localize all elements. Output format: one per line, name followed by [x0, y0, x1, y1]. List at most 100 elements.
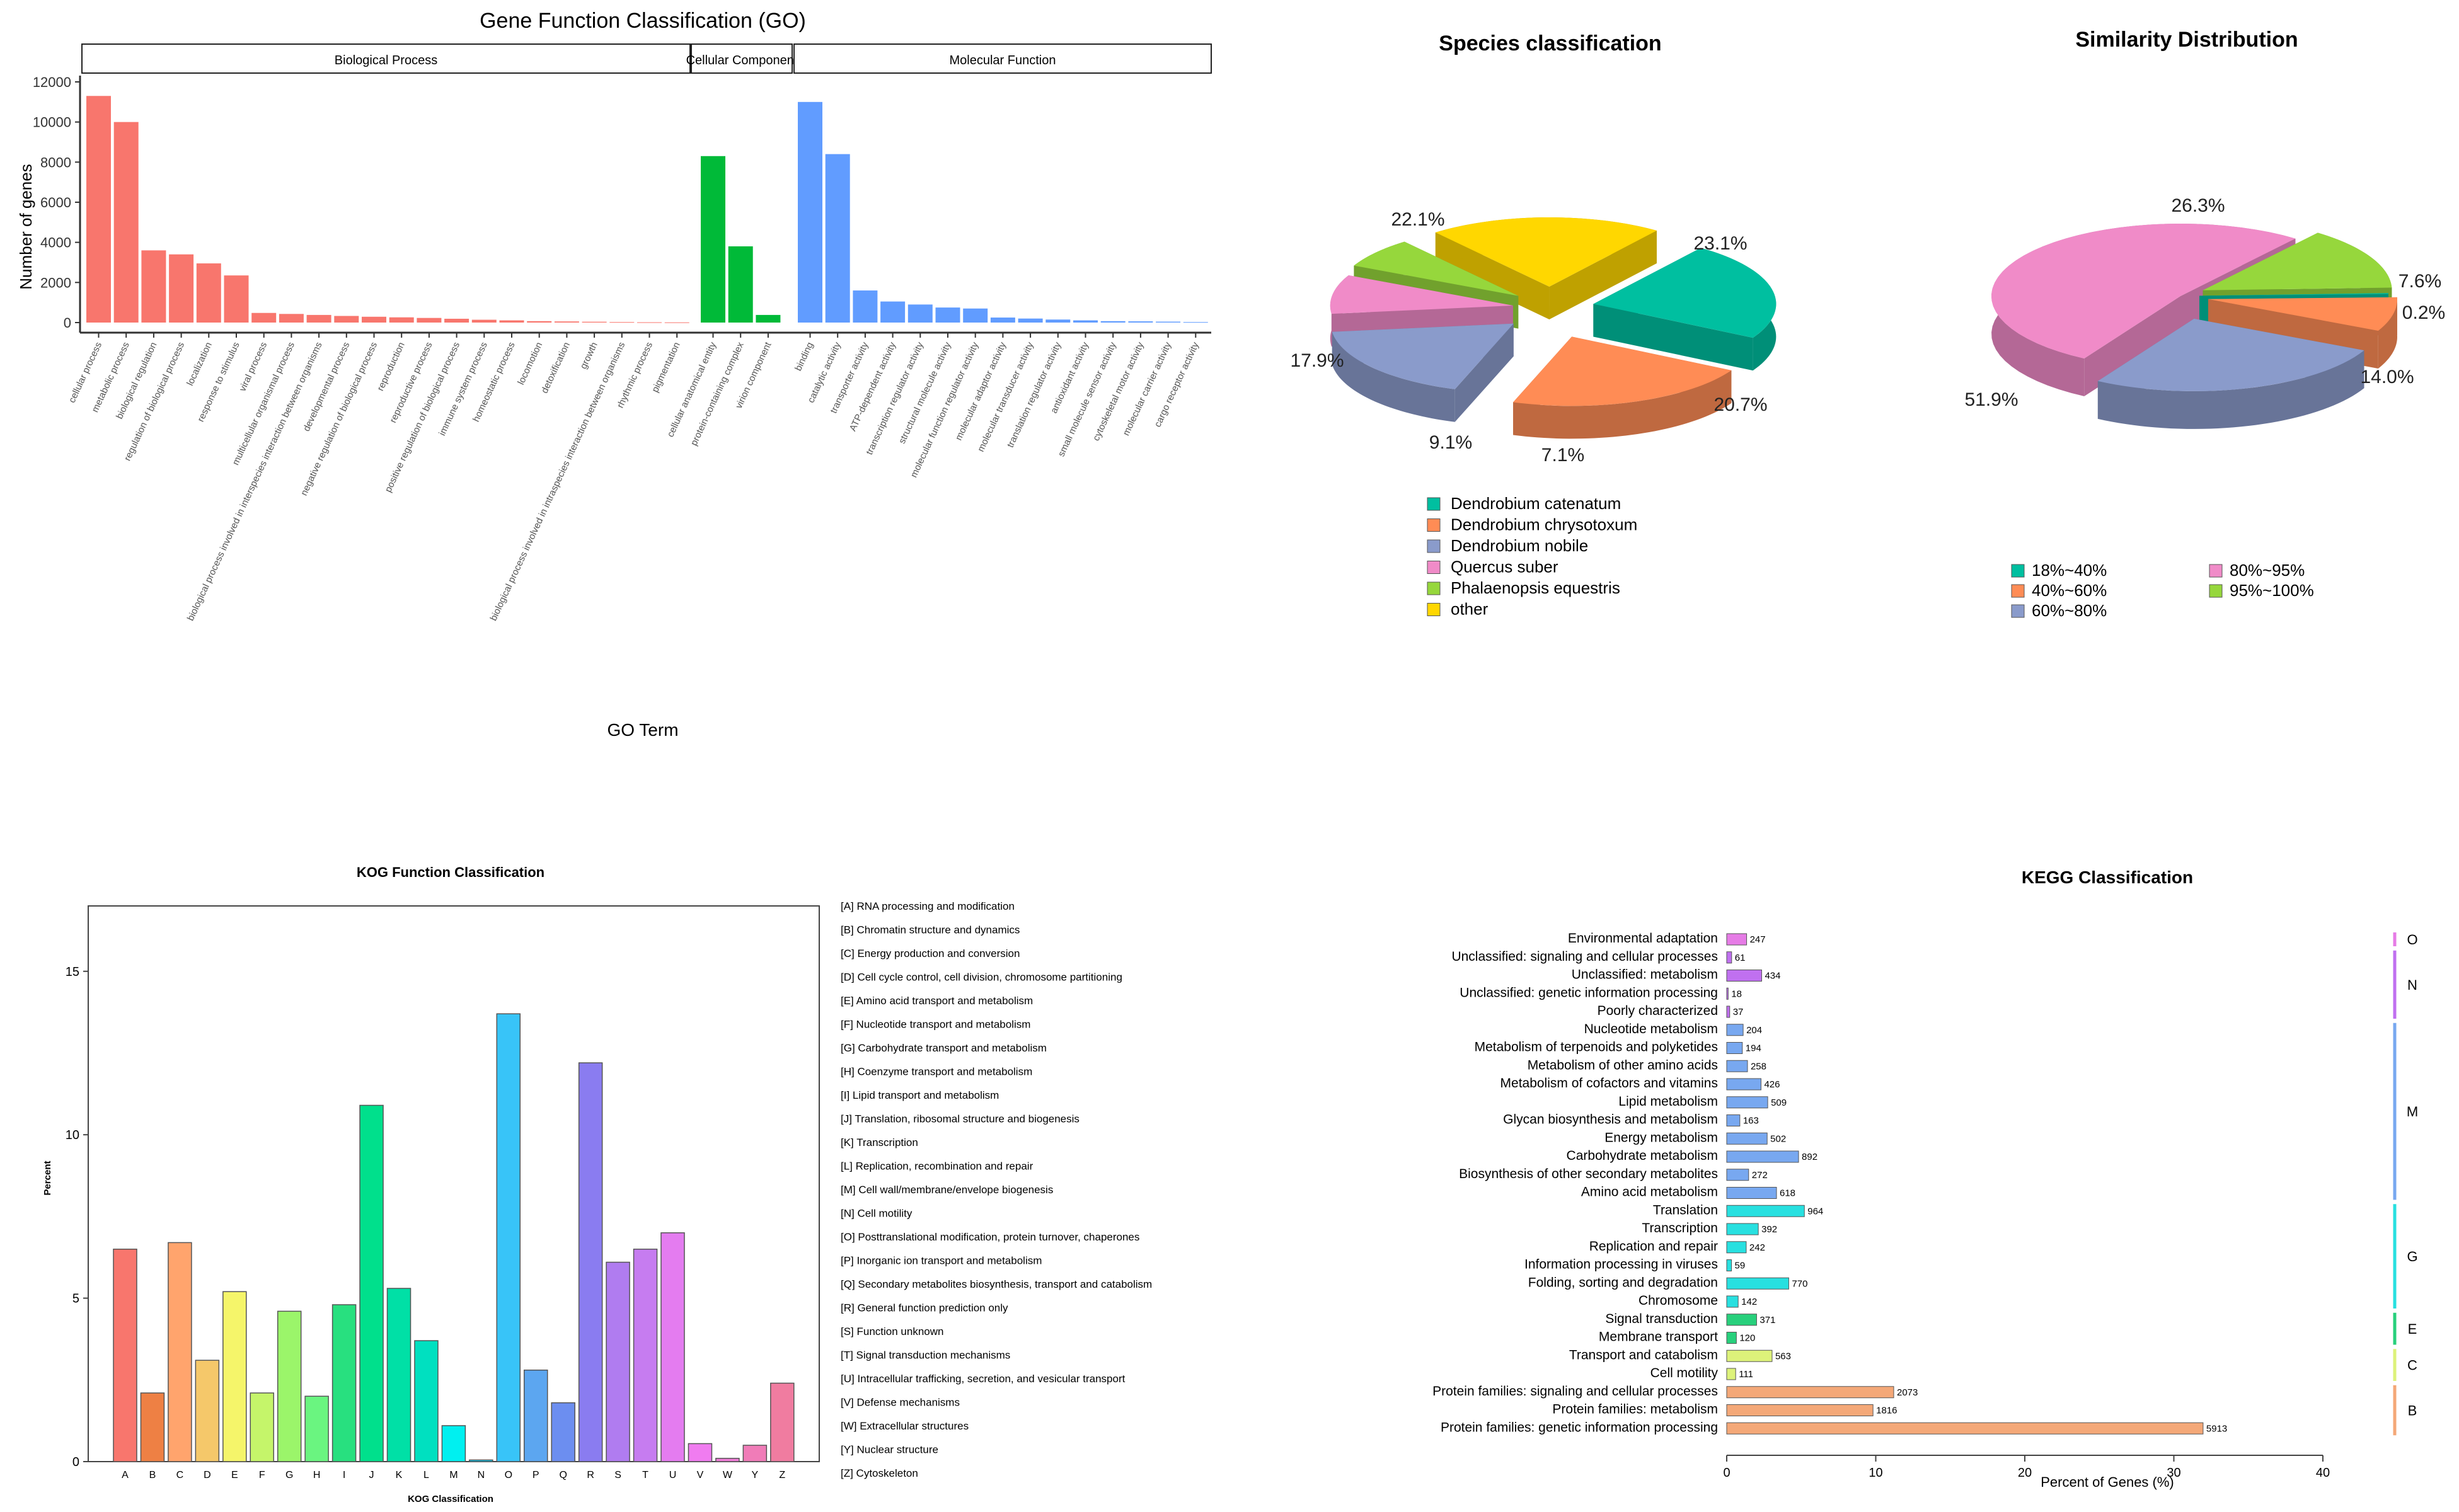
kog-legend-entry: [P] Inorganic ion transport and metaboli…	[841, 1255, 1042, 1267]
kog-legend-entry: [O] Posttranslational modification, prot…	[841, 1231, 1139, 1243]
kog-x-axis-label: KOG Classification	[408, 1494, 493, 1504]
kegg-value-label: 434	[1765, 971, 1780, 982]
kegg-bar	[1726, 1132, 1768, 1145]
kog-x-tick-label: H	[313, 1470, 321, 1480]
go-bar	[935, 307, 960, 323]
similarity-legend-label: 40%~60%	[2032, 581, 2107, 600]
kog-x-tick-label: O	[505, 1470, 512, 1480]
go-facet-strip	[81, 43, 691, 74]
similarity-legend-swatch	[2011, 564, 2025, 578]
kegg-value-label: 61	[1735, 953, 1746, 963]
go-y-axis-label: Number of genes	[16, 164, 35, 289]
kog-legend-entry: [B] Chromatin structure and dynamics	[841, 924, 1020, 936]
go-bar	[251, 312, 277, 323]
go-bar	[196, 263, 221, 323]
go-facet-label: Biological Process	[335, 54, 437, 67]
similarity-slice	[2097, 318, 2364, 391]
kog-x-tick-label: W	[723, 1470, 733, 1480]
kog-legend-entry: [G] Carbohydrate transport and metabolis…	[841, 1042, 1047, 1054]
kegg-bar	[1726, 1187, 1777, 1199]
go-bar	[609, 322, 635, 323]
go-bar	[169, 254, 194, 323]
go-bar	[334, 316, 359, 323]
kegg-value-label: 59	[1735, 1261, 1746, 1271]
kegg-category-label: Biosynthesis of other secondary metaboli…	[1459, 1167, 1718, 1181]
go-x-tick-label: protein-containing complex	[689, 340, 746, 447]
kegg-bar	[1726, 1042, 1743, 1054]
kegg-value-label: 964	[1807, 1206, 1823, 1217]
kegg-value-label: 204	[1746, 1025, 1762, 1036]
kegg-value-label: 111	[1739, 1369, 1753, 1380]
kog-bar	[140, 1392, 165, 1462]
kog-legend-entry: [Z] Cytoskeleton	[841, 1467, 918, 1479]
kog-x-tick-label: T	[642, 1470, 648, 1480]
kog-x-tick-label: U	[669, 1470, 677, 1480]
kegg-value-label: 120	[1739, 1333, 1755, 1344]
kegg-category-label: Folding, sorting and degradation	[1528, 1275, 1718, 1290]
kegg-x-tick-label: 0	[1723, 1466, 1730, 1480]
kegg-bar	[1726, 1096, 1768, 1109]
go-bar	[1128, 321, 1153, 323]
species-legend-label: other	[1451, 600, 1489, 619]
kegg-bar	[1726, 1368, 1736, 1380]
kegg-value-label: 247	[1750, 934, 1766, 945]
go-bar	[853, 290, 878, 323]
kegg-value-label: 392	[1761, 1224, 1777, 1235]
kog-x-tick-label: C	[176, 1470, 184, 1480]
similarity-legend-label: 18%~40%	[2032, 561, 2107, 580]
kegg-category-label: Energy metabolism	[1604, 1130, 1718, 1145]
species-slice-label: 22.1%	[1391, 209, 1444, 230]
kegg-group-label: B	[2408, 1403, 2417, 1419]
kegg-bar	[1726, 1169, 1749, 1181]
kog-bar	[195, 1360, 220, 1462]
kegg-value-label: 18	[1731, 988, 1742, 999]
species-slice-wall	[1593, 304, 1753, 371]
kog-bar	[331, 1304, 357, 1462]
species-legend-label: Quercus suber	[1451, 558, 1558, 576]
kog-legend-entry: [C] Energy production and conversion	[841, 948, 1020, 959]
kog-bar	[770, 1382, 795, 1462]
similarity-slice-wall	[2084, 296, 2180, 396]
species-slice-label: 20.7%	[1713, 394, 1767, 415]
go-x-tick-label: structural molecule activity	[897, 340, 953, 445]
kog-legend-entry: [R] General function prediction only	[841, 1302, 1008, 1314]
go-bar	[1045, 319, 1071, 323]
go-x-tick-label: biological process involved in intraspec…	[488, 341, 628, 623]
kog-title: KOG Function Classification	[357, 864, 544, 880]
kegg-bar	[1726, 1349, 1773, 1362]
similarity-legend-label: 95%~100%	[2230, 581, 2314, 600]
kegg-group-label: M	[2407, 1104, 2418, 1120]
go-bar	[141, 250, 166, 323]
kegg-value-label: 163	[1743, 1116, 1759, 1126]
go-x-tick-label: translation regulator activity	[1005, 340, 1064, 449]
kog-y-tick-label: 0	[72, 1455, 79, 1469]
kog-legend-entry: [V] Defense mechanisms	[841, 1397, 960, 1409]
similarity-slice-side	[2097, 350, 2364, 429]
kog-x-tick-label: B	[149, 1470, 156, 1480]
kog-x-tick-label: M	[449, 1470, 458, 1480]
similarity-slice-label: 7.6%	[2399, 271, 2441, 292]
species-legend-swatch	[1427, 497, 1441, 511]
kog-x-tick-label: R	[587, 1470, 594, 1480]
kegg-value-label: 37	[1733, 1007, 1744, 1017]
kegg-bar	[1726, 970, 1762, 982]
go-facet-label: Molecular Function	[950, 54, 1056, 67]
species-slice	[1593, 248, 1777, 338]
go-bar	[1073, 320, 1098, 323]
kog-y-tick-label: 10	[66, 1128, 79, 1142]
kog-y-tick-label: 15	[66, 965, 79, 979]
species-slice	[1354, 241, 1519, 296]
kog-legend-entry: [Y] Nuclear structure	[841, 1444, 938, 1456]
go-bar	[86, 96, 111, 323]
kog-bar	[277, 1310, 302, 1462]
kegg-category-label: Nucleotide metabolism	[1584, 1022, 1718, 1036]
go-y-tick-label: 6000	[40, 195, 71, 210]
species-slice-label: 23.1%	[1693, 233, 1747, 254]
kog-x-tick-label: G	[285, 1470, 293, 1480]
kegg-group-label: O	[2407, 932, 2417, 948]
kegg-bar	[1726, 1223, 1759, 1235]
kog-y-tick-label: 5	[72, 1292, 79, 1306]
go-x-tick-label: pigmentation	[650, 341, 682, 394]
kegg-bar	[1726, 1150, 1799, 1163]
go-y-tick-label: 12000	[33, 74, 71, 90]
